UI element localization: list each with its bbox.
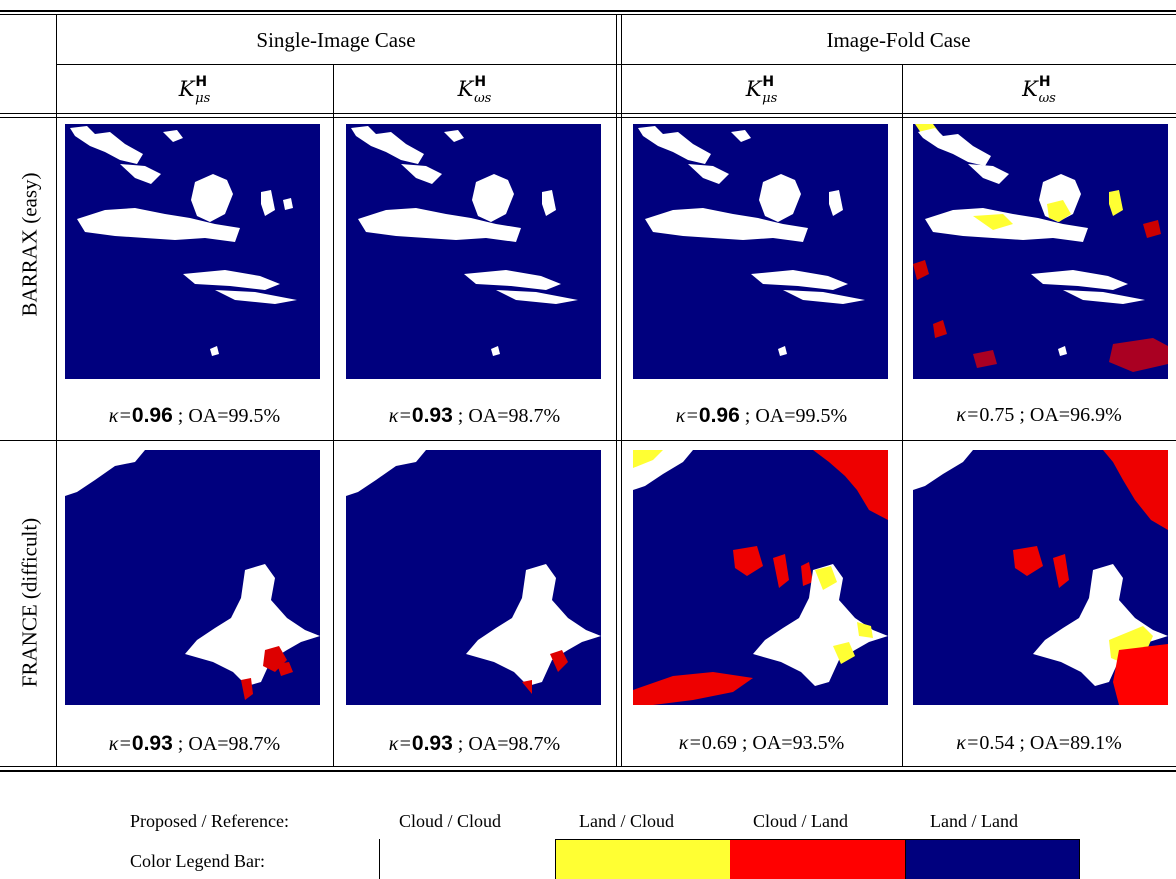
header-bottom-rule bbox=[0, 113, 1176, 114]
legend-bar-label: Color Legend Bar: bbox=[130, 851, 265, 871]
france-fold-mu-map bbox=[633, 450, 888, 705]
france-single-omega-map bbox=[346, 450, 601, 705]
col-rule-mid-a bbox=[616, 14, 617, 766]
barrax-fold-omega-map bbox=[913, 124, 1168, 379]
legend-swatch-cloud-cloud bbox=[380, 839, 555, 879]
caption-france-1: κ=0.93 ; OA=98.7% bbox=[108, 732, 281, 755]
legend-item-cloud-cloud: Cloud / Cloud bbox=[399, 811, 502, 831]
france-fold-omega-map bbox=[913, 450, 1168, 705]
bottom-rule-2 bbox=[0, 770, 1176, 772]
legend-swatch-land-cloud bbox=[555, 839, 730, 879]
header-bottom-rule-2 bbox=[0, 117, 1176, 118]
caption-barrax-3: κ=0.96 ; OA=99.5% bbox=[675, 404, 848, 427]
caption-barrax-4: κ=0.75 ; OA=96.9% bbox=[956, 404, 1122, 426]
kernel-label-4: KHωs bbox=[1022, 74, 1056, 106]
top-rule bbox=[0, 10, 1176, 12]
col-rule-3 bbox=[902, 64, 903, 766]
top-rule-2 bbox=[0, 14, 1176, 15]
image-fold-case-header: Image-Fold Case bbox=[826, 28, 971, 52]
legend-bar-left-edge bbox=[379, 839, 380, 879]
col-rule-label bbox=[56, 14, 57, 766]
single-image-case-header: Single-Image Case bbox=[256, 28, 416, 52]
barrax-single-omega-map bbox=[346, 124, 601, 379]
legend-swatch-cloud-land bbox=[730, 839, 905, 879]
kernel-label-3: KHμs bbox=[745, 74, 778, 106]
col-rule-1 bbox=[333, 64, 334, 766]
caption-france-3: κ=0.69 ; OA=93.5% bbox=[678, 732, 845, 754]
legend-row-label: Proposed / Reference: bbox=[130, 811, 289, 831]
kernel-label-2: KHωs bbox=[457, 74, 492, 106]
bottom-rule bbox=[0, 766, 1176, 767]
kernel-label-1: KHμs bbox=[178, 74, 211, 106]
row-label-barrax: BARRAX (easy) bbox=[17, 172, 42, 317]
france-single-mu-map bbox=[65, 450, 320, 705]
row-label-france: FRANCE (difficult) bbox=[17, 517, 42, 688]
barrax-fold-mu-map bbox=[633, 124, 888, 379]
col-rule-mid-b bbox=[621, 14, 622, 766]
barrax-single-mu-map bbox=[65, 124, 320, 379]
caption-france-2: κ=0.93 ; OA=98.7% bbox=[388, 732, 561, 755]
caption-france-4: κ=0.54 ; OA=89.1% bbox=[956, 732, 1122, 754]
legend-item-land-cloud: Land / Cloud bbox=[579, 811, 674, 831]
caption-barrax-2: κ=0.93 ; OA=98.7% bbox=[388, 404, 561, 427]
legend-item-land-land: Land / Land bbox=[930, 811, 1018, 831]
row-separator bbox=[0, 440, 1176, 441]
legend-swatch-land-land bbox=[905, 839, 1080, 879]
legend-item-cloud-land: Cloud / Land bbox=[753, 811, 848, 831]
caption-barrax-1: κ=0.96 ; OA=99.5% bbox=[108, 404, 281, 427]
